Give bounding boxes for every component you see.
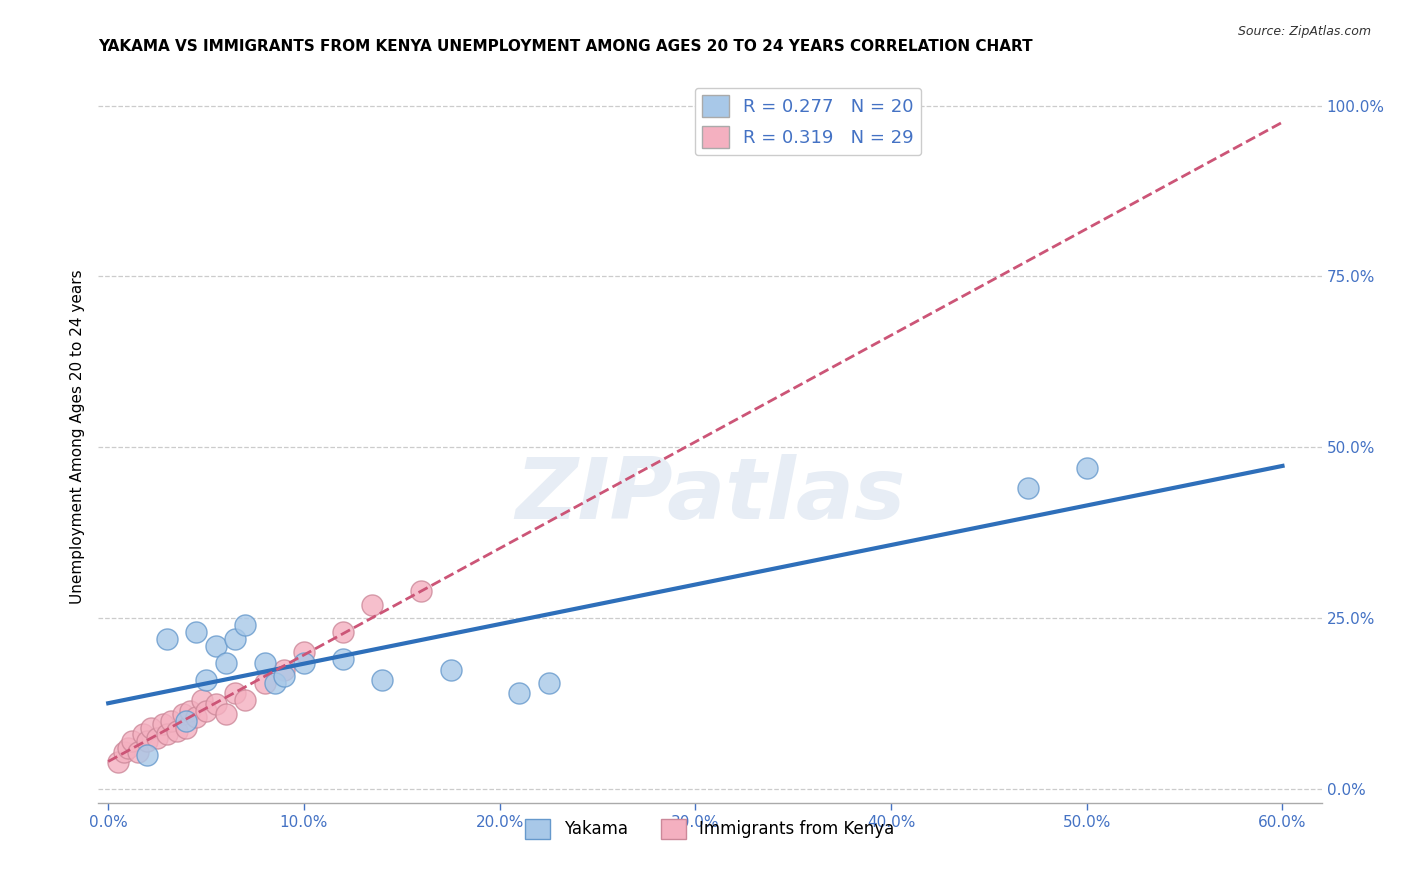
Point [411, 583, 433, 598]
Point [176, 721, 198, 735]
Point [112, 745, 135, 759]
Point [121, 734, 143, 748]
Point [253, 676, 276, 690]
Point [176, 714, 198, 728]
Point [273, 663, 295, 677]
Point [332, 652, 354, 666]
Point [233, 618, 256, 632]
Point [107, 755, 129, 769]
Point [361, 598, 384, 612]
Point [117, 741, 139, 756]
Text: YAKAMA VS IMMIGRANTS FROM KENYA UNEMPLOYMENT AMONG AGES 20 TO 24 YEARS CORRELATI: YAKAMA VS IMMIGRANTS FROM KENYA UNEMPLOY… [98, 38, 1033, 54]
Point [508, 686, 530, 700]
Legend: Yakama, Immigrants from Kenya: Yakama, Immigrants from Kenya [519, 812, 901, 846]
Point [440, 663, 463, 677]
Point [127, 745, 149, 759]
Point [214, 706, 236, 721]
Point [224, 632, 246, 646]
Point [233, 693, 256, 707]
Point [224, 686, 246, 700]
Point [141, 721, 163, 735]
Point [191, 693, 214, 707]
Point [156, 632, 179, 646]
Point [253, 656, 276, 670]
Point [273, 669, 295, 683]
Text: Source: ZipAtlas.com: Source: ZipAtlas.com [1237, 25, 1371, 38]
Point [152, 717, 174, 731]
Point [132, 727, 155, 741]
Point [186, 710, 208, 724]
Point [195, 704, 218, 718]
Point [371, 673, 394, 687]
Point [172, 706, 194, 721]
Point [537, 676, 560, 690]
Point [146, 731, 169, 745]
Point [332, 624, 354, 639]
Point [136, 734, 159, 748]
Point [136, 747, 159, 762]
Point [156, 727, 179, 741]
Point [1076, 460, 1098, 475]
Point [179, 704, 201, 718]
Point [263, 676, 285, 690]
Point [205, 639, 228, 653]
Point [292, 656, 315, 670]
Y-axis label: Unemployment Among Ages 20 to 24 years: Unemployment Among Ages 20 to 24 years [69, 269, 84, 605]
Point [166, 724, 188, 739]
Point [1017, 481, 1039, 495]
Point [160, 714, 183, 728]
Text: ZIPatlas: ZIPatlas [515, 454, 905, 537]
Point [205, 697, 228, 711]
Point [186, 624, 208, 639]
Point [214, 656, 236, 670]
Point [195, 673, 218, 687]
Point [292, 645, 315, 659]
